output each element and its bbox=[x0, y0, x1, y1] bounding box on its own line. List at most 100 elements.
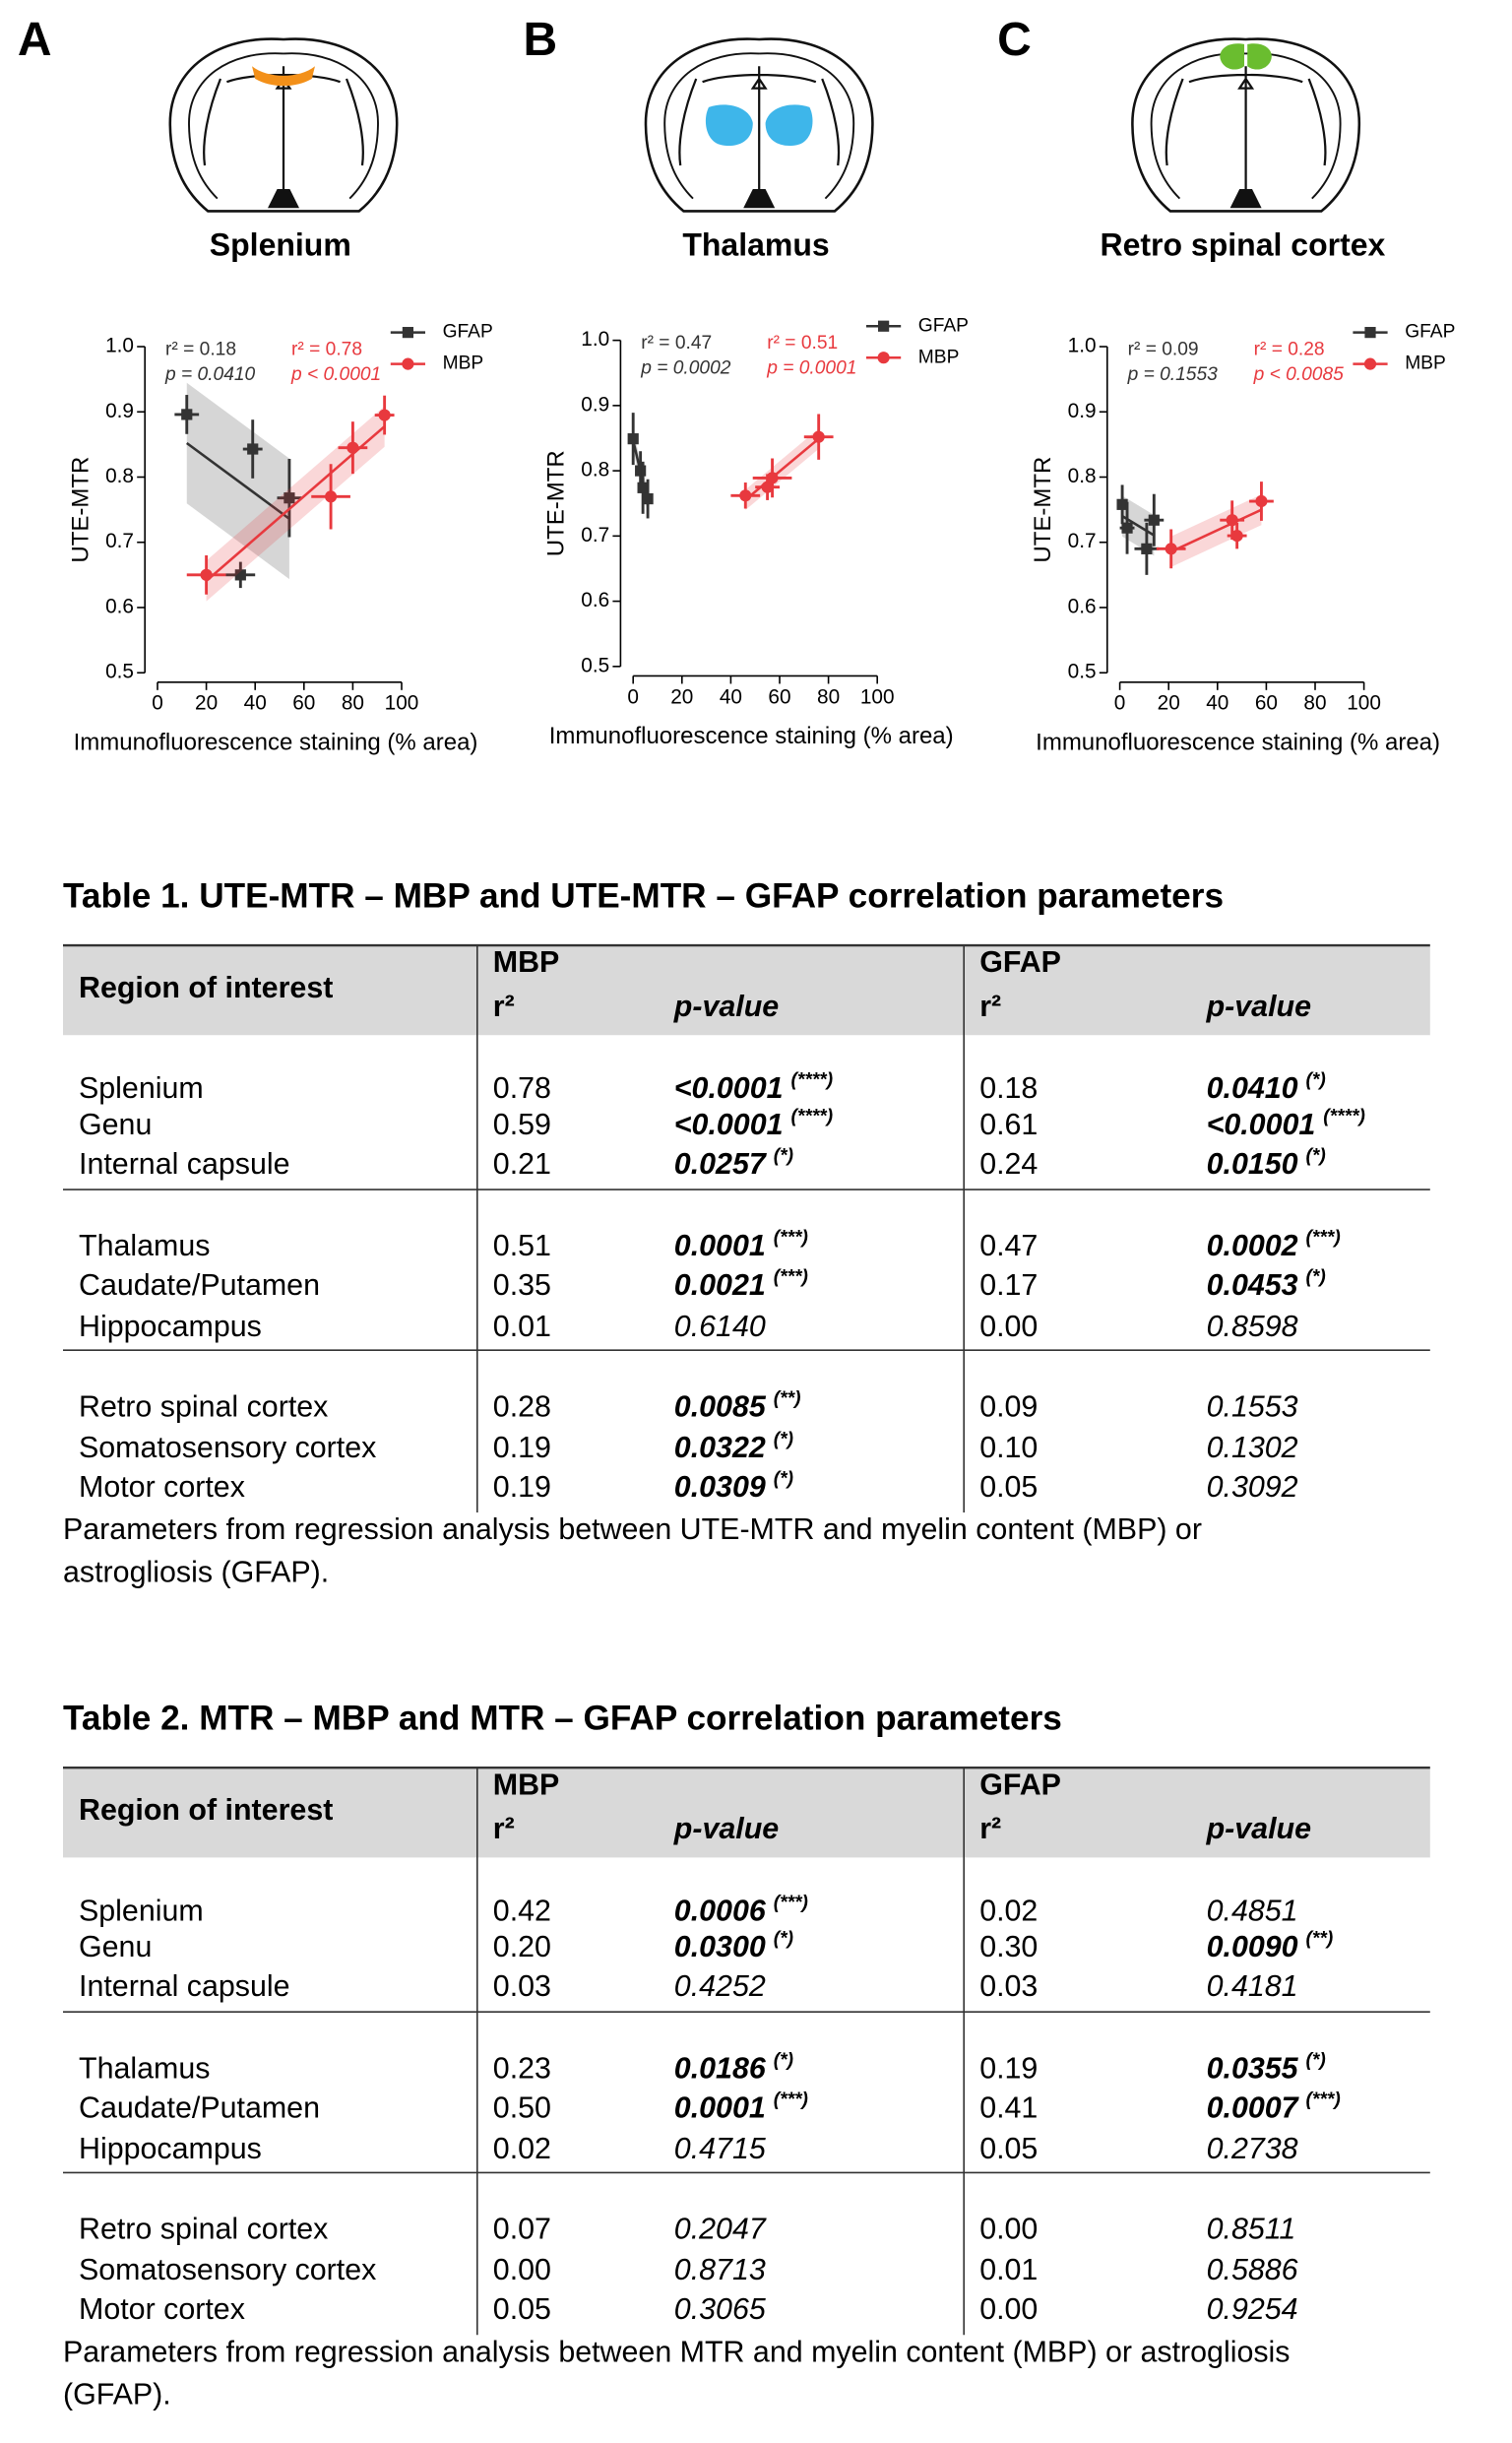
p-value-cell: 0.0002 (***) bbox=[1207, 1228, 1341, 1263]
p-value-cell: 0.0007 (***) bbox=[1207, 2089, 1341, 2125]
region-cell: Retro spinal cortex bbox=[79, 1389, 328, 1423]
p-value-cell: 0.8713 bbox=[674, 2253, 766, 2286]
p-value: 0.8598 bbox=[1207, 1310, 1298, 1343]
r2-cell: 0.10 bbox=[979, 1431, 1038, 1464]
p-value-cell: 0.0300 (*) bbox=[674, 1929, 793, 1964]
r-squared-annotation: r² = 0.09 bbox=[1128, 339, 1199, 359]
p-annotation: p = 0.0002 bbox=[640, 357, 731, 378]
panel-label: A bbox=[18, 14, 52, 66]
r2-cell: 0.21 bbox=[493, 1147, 551, 1181]
header-region: Region of interest bbox=[79, 971, 333, 1004]
r2-cell: 0.19 bbox=[493, 1470, 551, 1504]
p-value-cell: 0.0001 (***) bbox=[674, 1228, 808, 1263]
x-tick-label: 80 bbox=[1303, 692, 1326, 715]
brain-diagram bbox=[1131, 37, 1361, 213]
region-cell: Hippocampus bbox=[79, 1310, 262, 1343]
r2-cell: 0.51 bbox=[493, 1229, 551, 1262]
table-caption: astrogliosis (GFAP). bbox=[63, 1555, 329, 1588]
y-tick-label: 0.9 bbox=[105, 400, 134, 422]
r2-cell: 0.05 bbox=[493, 2292, 551, 2326]
r2-cell: 0.47 bbox=[979, 1229, 1038, 1262]
p-value-cell: 0.8598 bbox=[1207, 1310, 1298, 1343]
point bbox=[346, 441, 359, 454]
r-squared-annotation: r² = 0.47 bbox=[641, 333, 712, 354]
header-r2: r² bbox=[979, 990, 1001, 1023]
region-title: Thalamus bbox=[682, 227, 829, 263]
p-value: 0.3065 bbox=[674, 2292, 766, 2326]
x-tick-label: 60 bbox=[768, 685, 790, 708]
r2-cell: 0.00 bbox=[979, 2292, 1038, 2326]
significance: (***) bbox=[774, 1267, 808, 1288]
legend-label: MBP bbox=[1405, 354, 1446, 374]
header-p: p-value bbox=[673, 990, 779, 1023]
y-tick-label: 1.0 bbox=[1068, 335, 1097, 357]
y-tick-label: 0.5 bbox=[1068, 661, 1097, 683]
region-cell: Thalamus bbox=[79, 2051, 210, 2085]
p-value: 0.5886 bbox=[1207, 2253, 1298, 2286]
header-p: p-value bbox=[673, 1812, 779, 1845]
y-axis-label: UTE-MTR bbox=[1030, 457, 1056, 563]
regression-line bbox=[1170, 508, 1262, 553]
table-caption: Parameters from regression analysis betw… bbox=[63, 2335, 1291, 2368]
p-value-cell: 0.9254 bbox=[1207, 2292, 1298, 2326]
r-squared-annotation: r² = 0.78 bbox=[291, 339, 362, 359]
p-value-cell: 0.2047 bbox=[674, 2213, 767, 2246]
significance: (****) bbox=[791, 1070, 834, 1091]
significance: (*) bbox=[774, 1929, 793, 1950]
region-cell: Caudate/Putamen bbox=[79, 2090, 320, 2124]
p-value-cell: 0.8511 bbox=[1207, 2213, 1296, 2246]
header-r2: r² bbox=[979, 1812, 1001, 1845]
p-annotation: p = 0.0001 bbox=[766, 357, 856, 378]
point bbox=[637, 482, 649, 493]
legend-label: GFAP bbox=[443, 322, 493, 343]
point bbox=[247, 443, 259, 455]
p-value-cell: 0.0355 (*) bbox=[1207, 2050, 1326, 2086]
y-tick-label: 0.9 bbox=[581, 393, 609, 416]
x-tick-label: 20 bbox=[195, 692, 218, 715]
y-tick-label: 0.8 bbox=[105, 465, 134, 487]
r2-cell: 0.42 bbox=[493, 1894, 551, 1927]
legend-marker bbox=[877, 352, 890, 364]
r2-cell: 0.41 bbox=[979, 2090, 1038, 2124]
point bbox=[1230, 530, 1243, 543]
p-value-cell: 0.0006 (***) bbox=[674, 1893, 808, 1928]
p-value: 0.0001 bbox=[674, 2090, 766, 2124]
r2-cell: 0.01 bbox=[979, 2253, 1038, 2286]
r2-cell: 0.02 bbox=[979, 1894, 1038, 1927]
y-tick-label: 0.5 bbox=[105, 661, 134, 683]
x-tick-label: 0 bbox=[1114, 692, 1126, 715]
p-value-cell: <0.0001 (****) bbox=[674, 1106, 833, 1141]
p-value-cell: 0.0257 (*) bbox=[674, 1145, 793, 1181]
point bbox=[1165, 543, 1177, 555]
p-value: <0.0001 bbox=[674, 1071, 784, 1105]
p-annotation: p < 0.0001 bbox=[290, 364, 381, 385]
point bbox=[378, 409, 391, 421]
legend-marker bbox=[878, 320, 890, 332]
r2-cell: 0.05 bbox=[979, 2132, 1038, 2165]
y-tick-label: 0.9 bbox=[1068, 400, 1097, 422]
p-value: 0.0355 bbox=[1207, 2051, 1299, 2085]
header-p: p-value bbox=[1206, 1812, 1311, 1845]
header-group: MBP bbox=[493, 1768, 560, 1801]
legend-marker bbox=[1363, 357, 1377, 370]
y-axis-label: UTE-MTR bbox=[68, 457, 94, 563]
table-header-bg bbox=[63, 945, 1430, 1036]
p-value-cell: 0.0001 (***) bbox=[674, 2089, 808, 2125]
p-annotation: p = 0.0410 bbox=[164, 364, 256, 385]
p-annotation: p < 0.0085 bbox=[1253, 364, 1345, 385]
r2-cell: 0.30 bbox=[979, 1930, 1038, 1963]
r2-cell: 0.02 bbox=[493, 2132, 551, 2165]
x-tick-label: 20 bbox=[670, 685, 693, 708]
region-cell: Genu bbox=[79, 1108, 152, 1141]
p-value-cell: 0.0150 (*) bbox=[1207, 1145, 1326, 1181]
y-tick-label: 0.5 bbox=[581, 654, 609, 676]
significance: (*) bbox=[1306, 1070, 1326, 1091]
regression-line bbox=[186, 441, 290, 520]
r2-cell: 0.61 bbox=[979, 1108, 1038, 1141]
point bbox=[234, 569, 246, 581]
point bbox=[181, 409, 193, 420]
significance: (**) bbox=[774, 1388, 801, 1409]
p-value-cell: 0.3092 bbox=[1207, 1470, 1298, 1504]
p-value: 0.0309 bbox=[674, 1470, 766, 1504]
